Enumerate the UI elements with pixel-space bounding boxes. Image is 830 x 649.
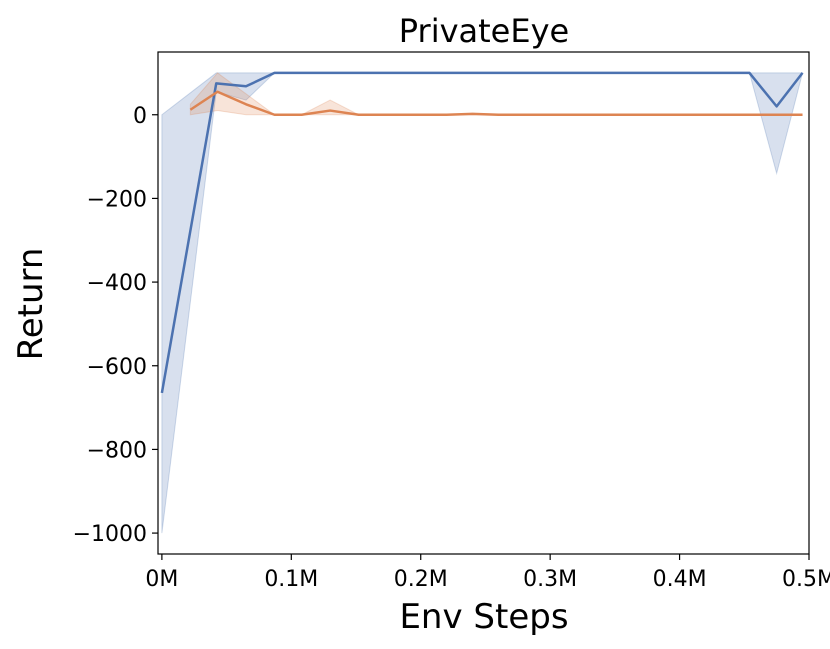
- y-axis-label: Return: [11, 248, 51, 361]
- x-axis-label: Env Steps: [399, 597, 568, 637]
- series-1-line: [160, 71, 804, 394]
- y-tick-label: −400: [87, 271, 147, 296]
- y-tick-label: −200: [87, 187, 147, 212]
- chart-title: PrivateEye: [399, 12, 569, 50]
- x-tick-label: 0.2M: [394, 567, 448, 592]
- series-lines: [160, 71, 804, 394]
- x-tick-label: 0.1M: [264, 567, 318, 592]
- x-tick-label: 0.4M: [653, 567, 707, 592]
- x-tick-label: 0.3M: [523, 567, 577, 592]
- series-2-band: [189, 72, 803, 116]
- series-1-band: [161, 72, 804, 534]
- series-2-line: [189, 90, 803, 116]
- y-tick-label: −800: [87, 438, 147, 463]
- confidence-bands: [161, 72, 804, 534]
- x-tick-label: 0.5M: [782, 567, 830, 592]
- y-tick-label: −1000: [73, 522, 147, 547]
- axis-ticks: 0M 0.1M 0.2M 0.3M 0.4M 0.5M 0 −200 −400 −600 −800 −…: [73, 104, 830, 592]
- y-tick-label: −600: [87, 355, 147, 380]
- plot-frame: [157, 51, 810, 555]
- y-tick-label: 0: [133, 104, 147, 129]
- x-tick-label: 0M: [145, 567, 178, 592]
